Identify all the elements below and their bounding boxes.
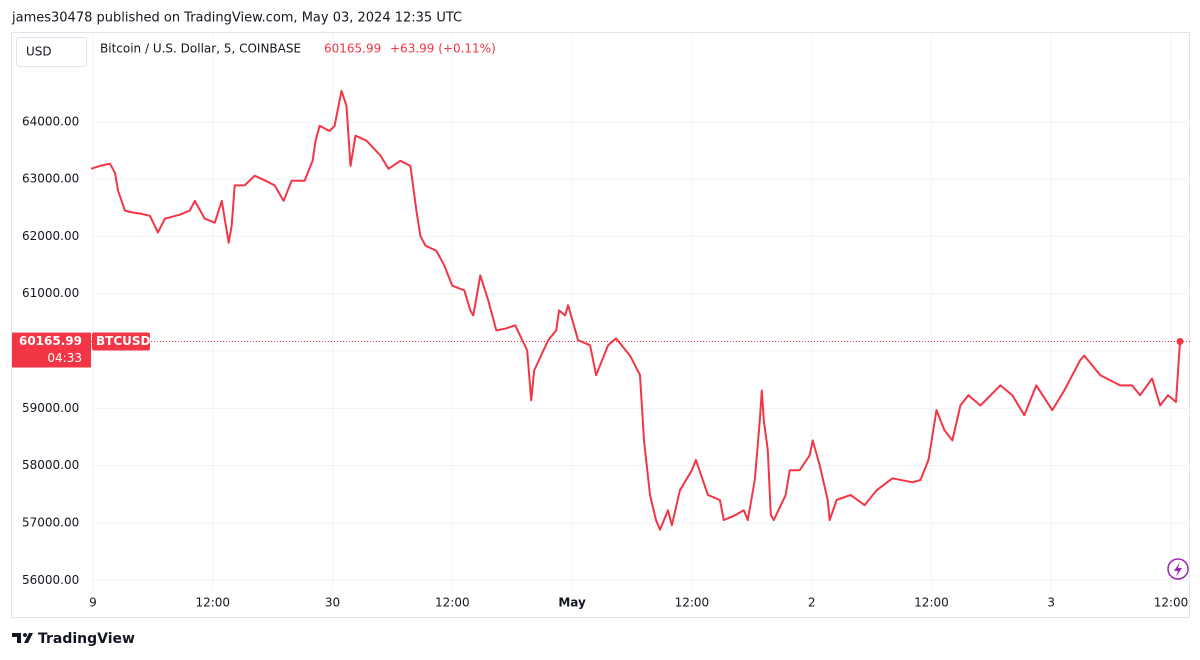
currency-box[interactable] (16, 37, 87, 67)
y-tick-label: 61000.00 (22, 286, 79, 300)
footer-logo: TradingView (12, 631, 135, 647)
logo-mark (12, 633, 33, 643)
x-tick-label: 12:00 (435, 596, 470, 610)
y-tick-label: 59000.00 (22, 401, 79, 415)
countdown: 04:33 (47, 351, 82, 365)
brand: TradingView (38, 631, 135, 647)
y-tick-label: 56000.00 (22, 573, 79, 587)
x-tick-label: 12:00 (1154, 596, 1189, 610)
x-tick-label: 12:00 (675, 596, 710, 610)
legend-name: Bitcoin / U.S. Dollar, 5, COINBASE (100, 42, 301, 56)
legend-change: +63.99 (+0.11%) (390, 42, 496, 56)
y-tick-label: 58000.00 (22, 458, 79, 472)
alert-icon-bolt (1174, 562, 1182, 577)
x-tick-label: 12:00 (195, 596, 230, 610)
plot: 60165.99 04:33 BTCUSD (12, 89, 1190, 531)
y-tick-label: 63000.00 (22, 172, 79, 186)
legend-price: 60165.99 (324, 42, 381, 56)
x-tick-label: May (558, 596, 586, 610)
y-tick-label: 62000.00 (22, 229, 79, 243)
currency: USD (26, 45, 52, 59)
ticks: 56000.0057000.0058000.0059000.0060000.00… (22, 33, 1190, 610)
symbol-label: BTCUSD (96, 334, 151, 348)
y-tick-label: 64000.00 (22, 114, 79, 128)
price-line (90, 89, 1181, 531)
symbol-badge (92, 332, 150, 351)
x-tick-label: 2 (808, 596, 816, 610)
x-tick-label: 3 (1047, 596, 1055, 610)
chart-frame (11, 32, 1190, 618)
price-badge-value: 60165.99 (19, 334, 82, 348)
publish-header: james30478 published on TradingView.com,… (11, 11, 462, 26)
y-tick-label: 57000.00 (22, 515, 79, 529)
x-tick-label: 30 (325, 596, 340, 610)
last-point (1176, 338, 1184, 346)
price-badge (12, 332, 91, 368)
x-tick-label: 9 (89, 596, 97, 610)
x-tick-label: 12:00 (914, 596, 949, 610)
